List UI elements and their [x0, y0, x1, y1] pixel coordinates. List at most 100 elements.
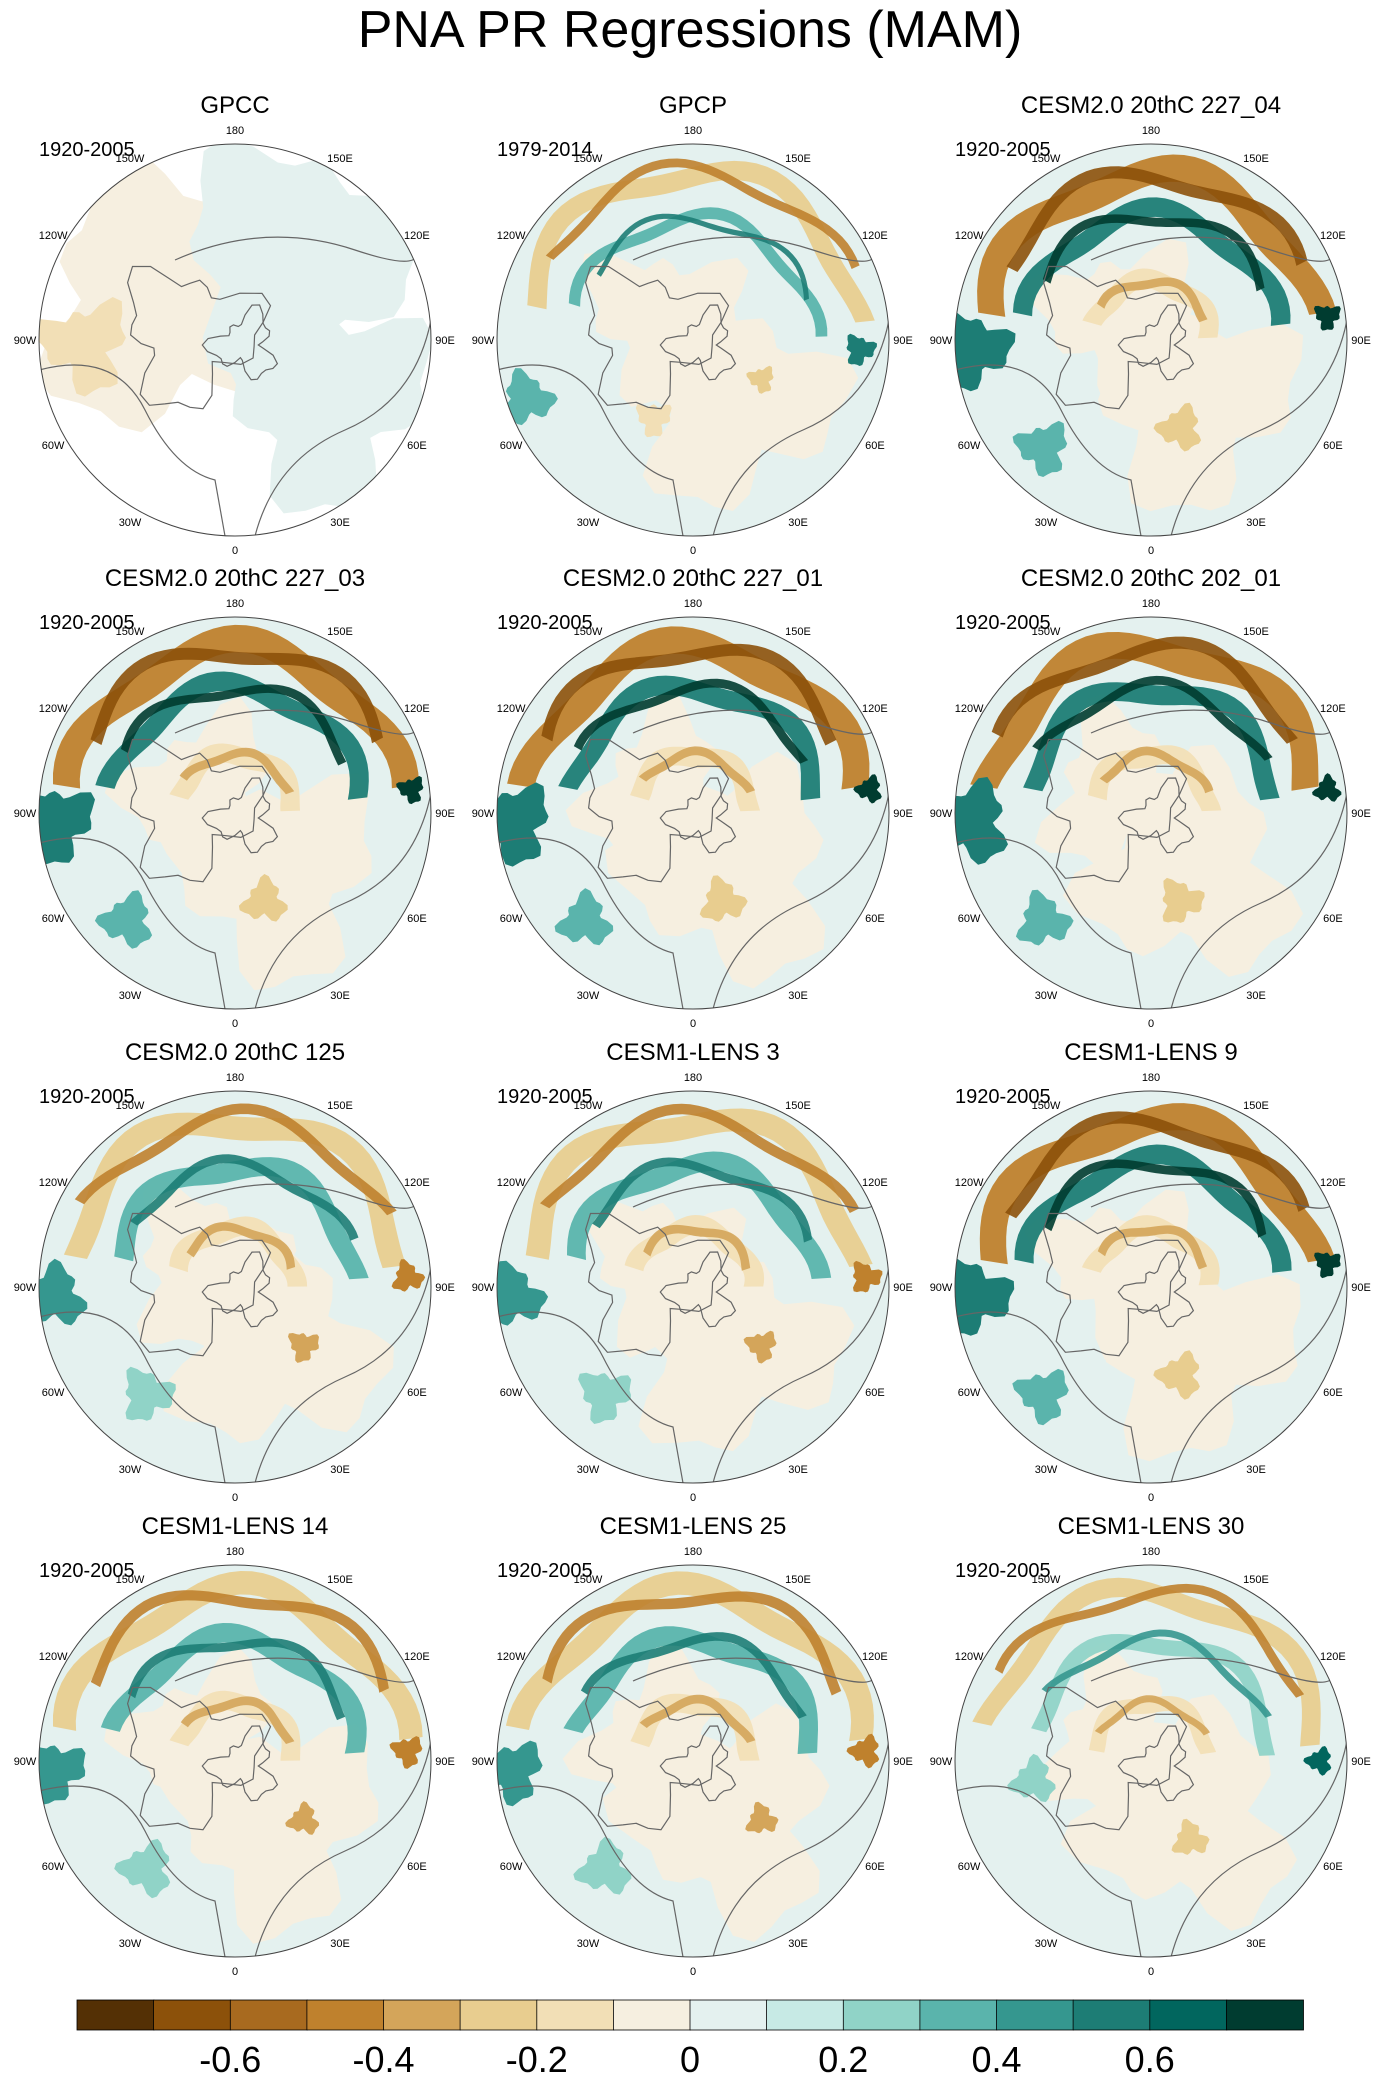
panel-title: CESM1-LENS 25	[600, 1513, 787, 1540]
anomaly-blob	[746, 365, 774, 394]
anomaly-blob	[125, 1366, 176, 1421]
map-panel: CESM2.0 20thC 227_04 1920-2005 180 150E 120E…	[930, 92, 1371, 557]
longitude-label: 30E	[1246, 1464, 1266, 1476]
coastline	[584, 738, 730, 883]
longitude-label: 30W	[577, 1464, 600, 1476]
longitude-label: 30W	[1035, 990, 1058, 1002]
panel-period: 1920-2005	[955, 612, 1051, 634]
anomaly-blob	[238, 874, 288, 922]
coastline	[201, 1251, 279, 1328]
anomaly-band	[1012, 197, 1291, 326]
anomaly-core	[643, 1224, 751, 1271]
coastline	[659, 1251, 737, 1328]
longitude-label: 120E	[404, 1177, 430, 1189]
longitude-label: 180	[1142, 1546, 1160, 1558]
anomaly-blob	[1012, 420, 1068, 477]
longitude-label: 150W	[1032, 1574, 1061, 1586]
anomaly-blob	[1012, 1368, 1069, 1426]
coastline	[497, 1785, 684, 1957]
coastline	[1170, 1740, 1347, 1957]
coastline	[254, 792, 431, 1009]
coastline	[201, 777, 279, 854]
map-boundary	[38, 143, 432, 537]
longitude-label: 90E	[893, 1282, 913, 1294]
colorbar-tick-label: 0.6	[1125, 2039, 1175, 2080]
longitude-label: 120W	[497, 1651, 526, 1663]
longitude-label: 150W	[1032, 626, 1061, 638]
anomaly-blob	[846, 1733, 880, 1769]
anomaly-blob	[743, 1330, 777, 1364]
anomaly-blob	[396, 776, 424, 805]
longitude-label: 180	[684, 598, 702, 610]
anomaly-core	[74, 1103, 397, 1216]
longitude-label: 30W	[119, 990, 142, 1002]
colorbar-tick-label: -0.6	[199, 2039, 261, 2080]
anomaly-blob	[39, 791, 95, 865]
colorbar-bin	[1226, 1999, 1304, 2031]
longitude-label: 60E	[865, 440, 885, 452]
coastline	[955, 1785, 1142, 1957]
longitude-label: 180	[1142, 1072, 1160, 1084]
anomaly-blob	[554, 888, 614, 946]
longitude-label: 150W	[116, 1574, 145, 1586]
anomaly-blob	[39, 1258, 88, 1326]
panel-period: 1920-2005	[497, 1086, 593, 1108]
longitude-label: 180	[684, 1546, 702, 1558]
longitude-label: 120W	[955, 230, 984, 242]
longitude-label: 60W	[500, 1861, 523, 1873]
longitude-label: 120W	[955, 1177, 984, 1189]
coastline	[584, 1686, 730, 1831]
coastline	[39, 364, 226, 536]
longitude-label: 30E	[788, 990, 808, 1002]
panel-period: 1979-2014	[497, 139, 593, 161]
longitude-label: 90W	[14, 1756, 37, 1768]
longitude-label: 60W	[42, 1387, 65, 1399]
coastline	[254, 319, 431, 536]
longitude-label: 90E	[893, 1756, 913, 1768]
longitude-label: 90W	[14, 1282, 37, 1294]
anomaly-core	[180, 1696, 295, 1744]
longitude-label: 60E	[407, 913, 427, 925]
longitude-label: 120E	[862, 1177, 888, 1189]
longitude-label: 180	[1142, 125, 1160, 137]
coastline	[497, 364, 684, 536]
longitude-label: 30W	[577, 1938, 600, 1950]
colorbar-bin	[996, 1999, 1074, 2031]
panel-period: 1920-2005	[497, 612, 593, 634]
anomaly-core	[1094, 1695, 1210, 1736]
map-panel: CESM2.0 20thC 227_03 1920-2005 180 150E 120E…	[14, 565, 455, 1030]
coastlines	[497, 1650, 889, 1957]
longitude-label: 30W	[577, 990, 600, 1002]
anomaly-blob	[853, 774, 882, 804]
colorbar-bin	[689, 1999, 768, 2031]
anomaly-blob	[1153, 402, 1202, 452]
coastline	[712, 1740, 889, 1957]
panel-title: CESM2.0 20thC 125	[125, 1039, 345, 1066]
longitude-label: 150E	[785, 153, 811, 165]
map-panel: CESM2.0 20thC 202_01 1920-2005 180 150E 120E…	[930, 565, 1371, 1030]
anomaly-blob	[578, 1372, 632, 1424]
anomaly-band	[505, 1571, 874, 1742]
longitude-label: 120W	[497, 1177, 526, 1189]
longitude-label: 120W	[39, 1651, 68, 1663]
longitude-label: 30W	[1035, 1464, 1058, 1476]
longitude-label: 120E	[862, 1651, 888, 1663]
map-panel: CESM1-LENS 14 1920-2005 180 150E 120E 90E 60E 3…	[14, 1513, 455, 1978]
anomaly-blob	[1015, 889, 1074, 946]
longitude-label: 30E	[330, 1938, 350, 1950]
longitude-label: 0	[232, 1018, 238, 1030]
precip-field	[497, 144, 889, 536]
longitude-label: 150W	[116, 626, 145, 638]
longitude-label: 150W	[574, 153, 603, 165]
longitude-label: 0	[1148, 1492, 1154, 1504]
longitude-label: 90E	[435, 335, 455, 347]
precip-field	[497, 617, 889, 1009]
map-panel: GPCP 1979-2014 180 150E 120E 90E 60E 30E 0 30W 60W…	[472, 92, 913, 557]
map-panel: CESM1-LENS 9 1920-2005 180 150E 120E 90E 60E 30…	[930, 1039, 1371, 1504]
longitude-label: 30W	[1035, 517, 1058, 529]
anomaly-core	[639, 1694, 756, 1743]
longitude-label: 30E	[330, 517, 350, 529]
longitude-label: 120W	[39, 1177, 68, 1189]
anomaly-blob	[288, 1333, 319, 1363]
anomaly-blob	[497, 1740, 543, 1807]
